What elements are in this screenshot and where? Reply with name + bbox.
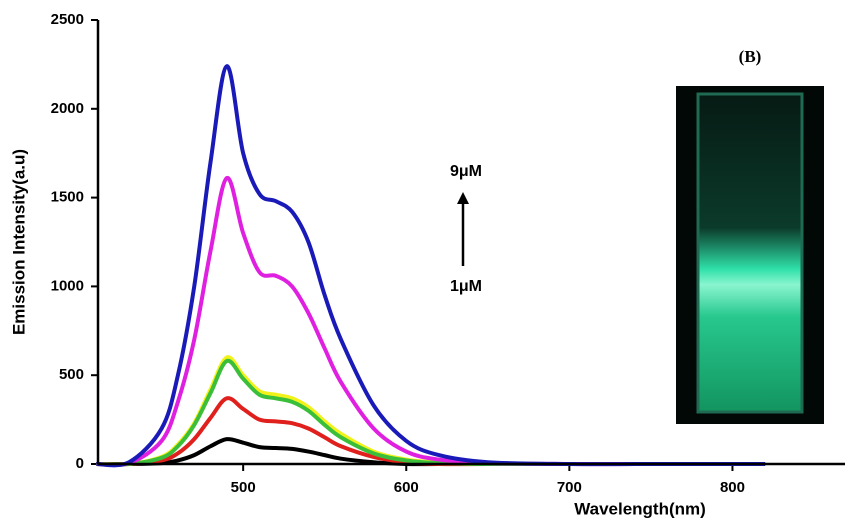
y-tick-label: 0 <box>76 455 84 472</box>
series-line <box>96 358 766 467</box>
y-axis-label: Emission Intensity(a.u) <box>9 149 28 335</box>
y-tick-label: 1500 <box>51 189 84 206</box>
y-tick-label: 2500 <box>51 11 84 28</box>
x-tick-label: 500 <box>231 479 256 496</box>
x-axis-label: Wavelength(nm) <box>574 499 706 518</box>
x-tick-label: 700 <box>557 479 582 496</box>
x-tick-label: 800 <box>720 479 745 496</box>
series-line <box>96 355 766 467</box>
arrow <box>457 192 469 266</box>
annotation: 9μM <box>450 163 482 180</box>
y-tick-label: 2000 <box>51 100 84 117</box>
cuvette-photo <box>676 86 824 424</box>
annotation: 1μM <box>450 278 482 295</box>
series-line <box>96 64 766 468</box>
x-tick-label: 600 <box>394 479 419 496</box>
y-tick-label: 1000 <box>51 277 84 294</box>
y-tick-label: 500 <box>59 366 84 383</box>
panel-label: (B) <box>739 47 762 66</box>
